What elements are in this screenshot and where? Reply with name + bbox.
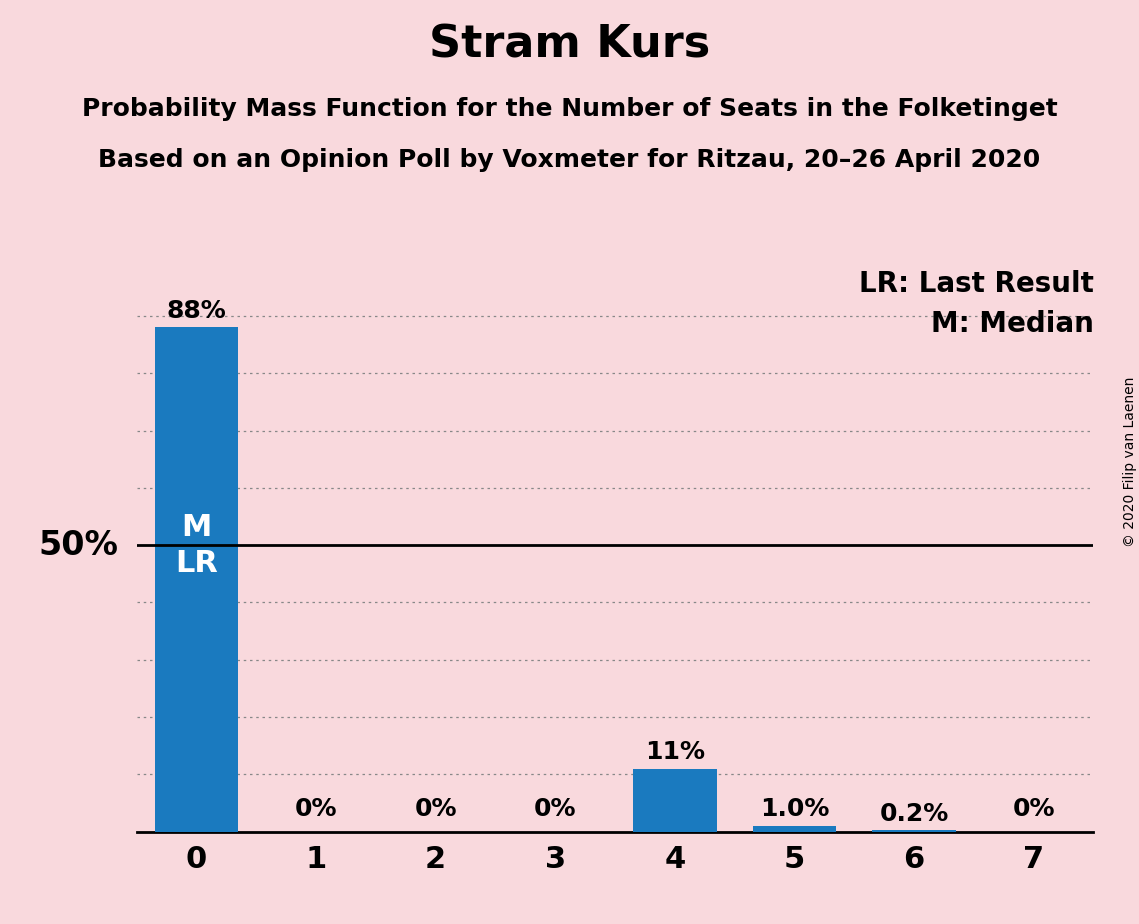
Text: 0%: 0% — [534, 797, 576, 821]
Text: 0%: 0% — [415, 797, 457, 821]
Text: LR: Last Result: LR: Last Result — [859, 270, 1093, 298]
Text: Based on an Opinion Poll by Voxmeter for Ritzau, 20–26 April 2020: Based on an Opinion Poll by Voxmeter for… — [98, 148, 1041, 172]
Bar — [753, 826, 836, 832]
Text: 0.2%: 0.2% — [879, 802, 949, 826]
Text: 11%: 11% — [645, 740, 705, 764]
Text: 50%: 50% — [39, 529, 118, 562]
Text: M: Median: M: Median — [931, 310, 1093, 338]
Text: Probability Mass Function for the Number of Seats in the Folketinget: Probability Mass Function for the Number… — [82, 97, 1057, 121]
Text: 1.0%: 1.0% — [760, 797, 829, 821]
Text: M
LR: M LR — [175, 513, 218, 578]
Text: Stram Kurs: Stram Kurs — [429, 23, 710, 67]
Bar — [633, 769, 716, 832]
Text: 0%: 0% — [295, 797, 337, 821]
Text: 88%: 88% — [166, 298, 227, 322]
Bar — [155, 327, 238, 832]
Bar — [872, 831, 956, 832]
Text: © 2020 Filip van Laenen: © 2020 Filip van Laenen — [1123, 377, 1137, 547]
Text: 0%: 0% — [1013, 797, 1055, 821]
